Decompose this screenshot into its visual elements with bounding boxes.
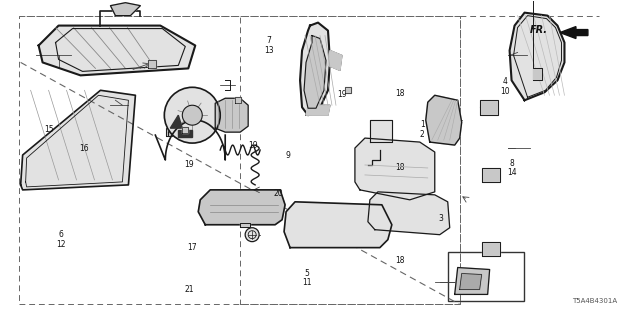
Polygon shape xyxy=(560,27,588,38)
Polygon shape xyxy=(166,128,172,136)
Text: 19: 19 xyxy=(337,90,347,99)
Bar xyxy=(19,16,460,304)
Text: 4: 4 xyxy=(503,77,508,86)
Text: 2: 2 xyxy=(420,130,424,139)
Text: 11: 11 xyxy=(303,278,312,287)
Polygon shape xyxy=(532,68,541,80)
Polygon shape xyxy=(328,51,342,70)
Polygon shape xyxy=(198,190,285,225)
Polygon shape xyxy=(426,95,461,145)
Circle shape xyxy=(245,228,259,242)
Polygon shape xyxy=(370,120,392,142)
Text: 20: 20 xyxy=(274,189,284,198)
Text: 18: 18 xyxy=(395,164,404,172)
Polygon shape xyxy=(368,192,450,235)
Polygon shape xyxy=(482,242,500,256)
Polygon shape xyxy=(345,87,351,93)
Polygon shape xyxy=(20,90,136,190)
Text: 1: 1 xyxy=(420,120,424,130)
Polygon shape xyxy=(454,268,490,294)
Bar xyxy=(448,252,524,301)
Text: T5A4B4301A: T5A4B4301A xyxy=(572,298,618,304)
Text: 18: 18 xyxy=(395,89,404,98)
Polygon shape xyxy=(111,3,140,16)
Text: 9: 9 xyxy=(285,151,291,160)
Text: 12: 12 xyxy=(56,240,66,249)
Polygon shape xyxy=(306,105,330,115)
Polygon shape xyxy=(460,274,482,289)
Bar xyxy=(240,16,460,304)
Text: 14: 14 xyxy=(507,168,516,177)
Polygon shape xyxy=(355,138,435,200)
Text: 5: 5 xyxy=(305,268,310,278)
Text: 13: 13 xyxy=(264,45,274,55)
Polygon shape xyxy=(215,98,248,132)
Text: 19: 19 xyxy=(248,141,258,150)
Polygon shape xyxy=(482,168,500,182)
Polygon shape xyxy=(235,97,241,103)
Text: 10: 10 xyxy=(500,87,510,96)
Polygon shape xyxy=(304,36,326,108)
Circle shape xyxy=(164,87,220,143)
Circle shape xyxy=(182,105,202,125)
Text: 19: 19 xyxy=(184,160,194,169)
Text: FR.: FR. xyxy=(530,25,548,35)
Text: 7: 7 xyxy=(266,36,271,45)
Polygon shape xyxy=(300,23,330,115)
Polygon shape xyxy=(170,115,182,128)
Polygon shape xyxy=(182,127,188,133)
Polygon shape xyxy=(240,223,250,227)
Polygon shape xyxy=(179,130,192,137)
Text: 3: 3 xyxy=(439,214,444,223)
Text: 21: 21 xyxy=(184,284,194,293)
Polygon shape xyxy=(38,26,195,76)
Text: 16: 16 xyxy=(79,144,88,153)
Polygon shape xyxy=(509,13,564,100)
Polygon shape xyxy=(284,202,392,248)
Text: 18: 18 xyxy=(395,256,404,265)
Polygon shape xyxy=(148,60,156,68)
Text: 17: 17 xyxy=(188,243,197,252)
Polygon shape xyxy=(479,100,498,115)
Text: 22: 22 xyxy=(472,272,481,281)
Text: 15: 15 xyxy=(44,125,53,134)
Text: 6: 6 xyxy=(59,230,64,239)
Text: 8: 8 xyxy=(509,159,514,168)
